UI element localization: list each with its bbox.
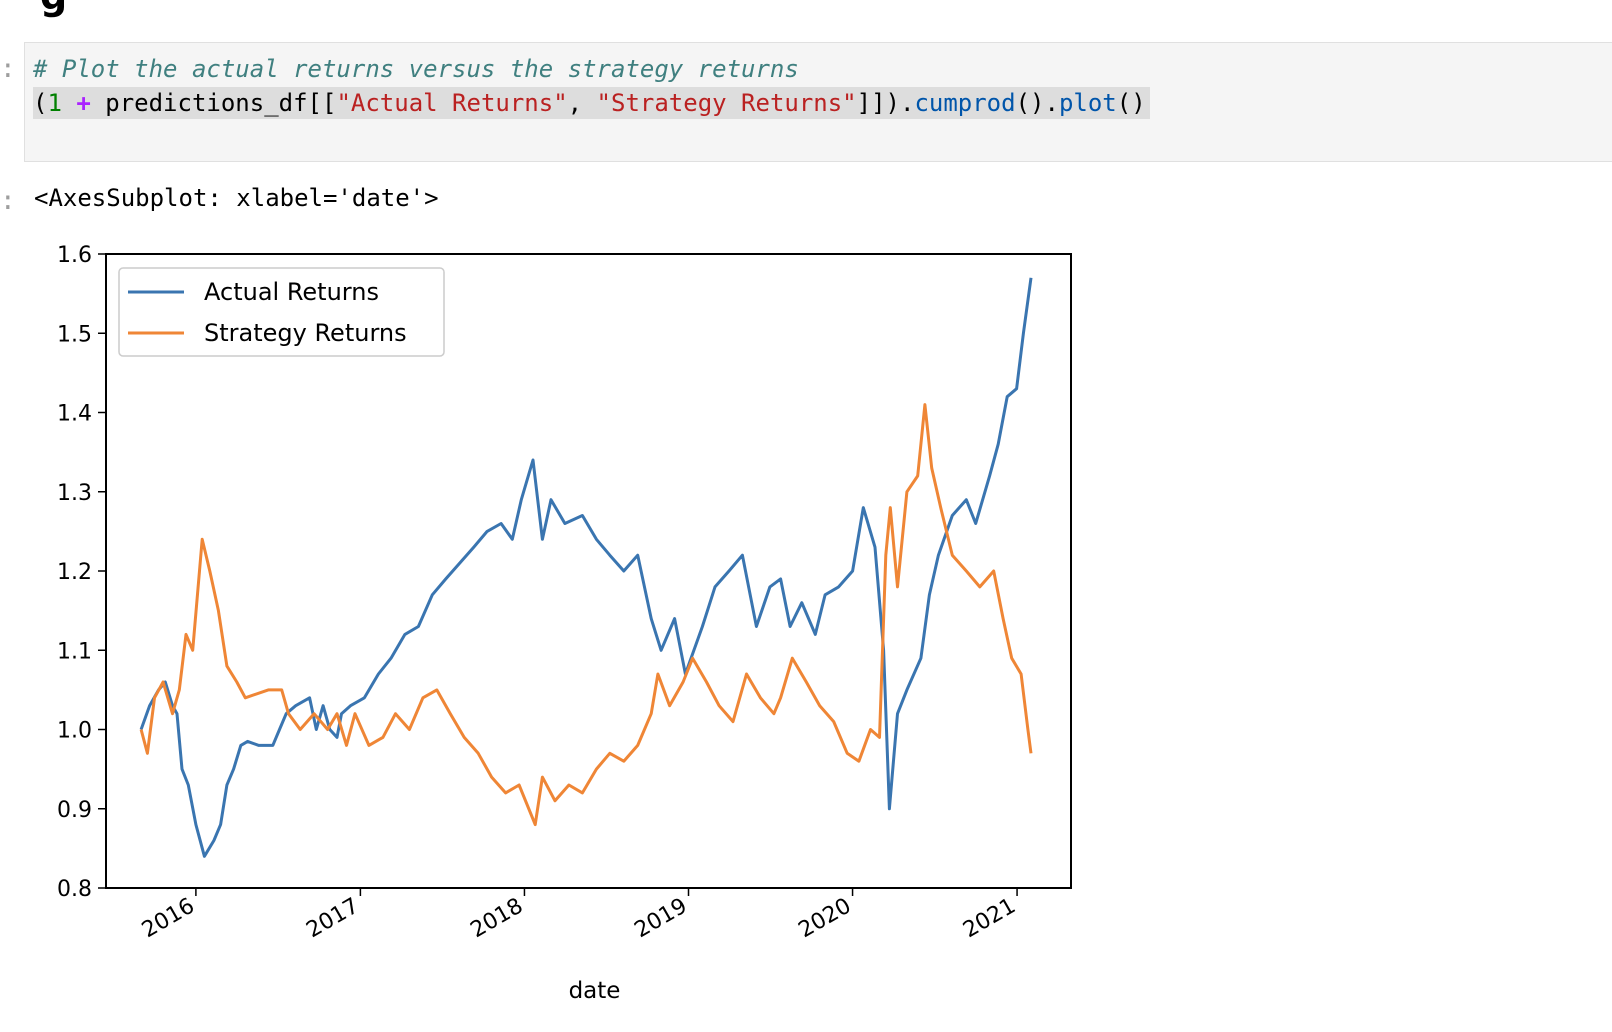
x-axis-label: date <box>569 978 621 1004</box>
chart-legend: Actual Returns Strategy Returns <box>118 267 445 357</box>
notebook-heading-clipped: g <box>40 0 67 18</box>
code-token: 1 <box>47 89 62 117</box>
x-tick-label: 2019 <box>631 894 692 944</box>
code-token: predictions_df[[ <box>90 89 337 117</box>
y-tick-label: 1.6 <box>57 243 92 268</box>
code-token: ( <box>33 89 48 117</box>
y-tick-label: 1.4 <box>57 402 92 427</box>
code-token: (). <box>1015 89 1059 117</box>
x-tick-label: 2016 <box>138 894 199 944</box>
y-tick-label: 1.1 <box>57 639 92 664</box>
code-statement: (1 + predictions_df[["Actual Returns", "… <box>33 87 1150 119</box>
x-tick-label: 2021 <box>959 894 1020 944</box>
legend-label: Actual Returns <box>204 278 379 306</box>
y-tick-label: 1.2 <box>57 560 92 585</box>
code-cell[interactable]: # Plot the actual returns versus the str… <box>24 42 1612 162</box>
code-token: + <box>76 89 91 117</box>
code-comment: # Plot the actual returns versus the str… <box>33 55 799 83</box>
code-token: cumprod <box>914 89 1016 117</box>
x-tick-label: 2020 <box>795 894 856 944</box>
code-token: "Actual Returns" <box>336 89 568 117</box>
code-token: ]]). <box>856 89 915 117</box>
y-tick-label: 0.9 <box>57 798 92 823</box>
legend-label: Strategy Returns <box>204 319 407 347</box>
series-line-actual-returns <box>139 277 1033 858</box>
code-token: "Strategy Returns" <box>596 89 857 117</box>
code-token: () <box>1116 89 1146 117</box>
x-tick-label: 2017 <box>302 894 363 944</box>
input-prompt: : <box>0 54 16 84</box>
x-tick-label: 2018 <box>466 894 527 944</box>
code-token: plot <box>1058 89 1117 117</box>
code-token: , <box>567 89 597 117</box>
output-prompt: : <box>0 186 16 216</box>
y-tick-label: 1.0 <box>57 719 92 744</box>
legend-box <box>118 267 445 357</box>
series-line-strategy-returns <box>139 403 1033 827</box>
y-tick-label: 0.8 <box>57 877 92 902</box>
y-tick-label: 1.5 <box>57 322 92 347</box>
output-repr: <AxesSubplot: xlabel='date'> <box>34 184 439 212</box>
y-tick-label: 1.3 <box>57 481 92 506</box>
